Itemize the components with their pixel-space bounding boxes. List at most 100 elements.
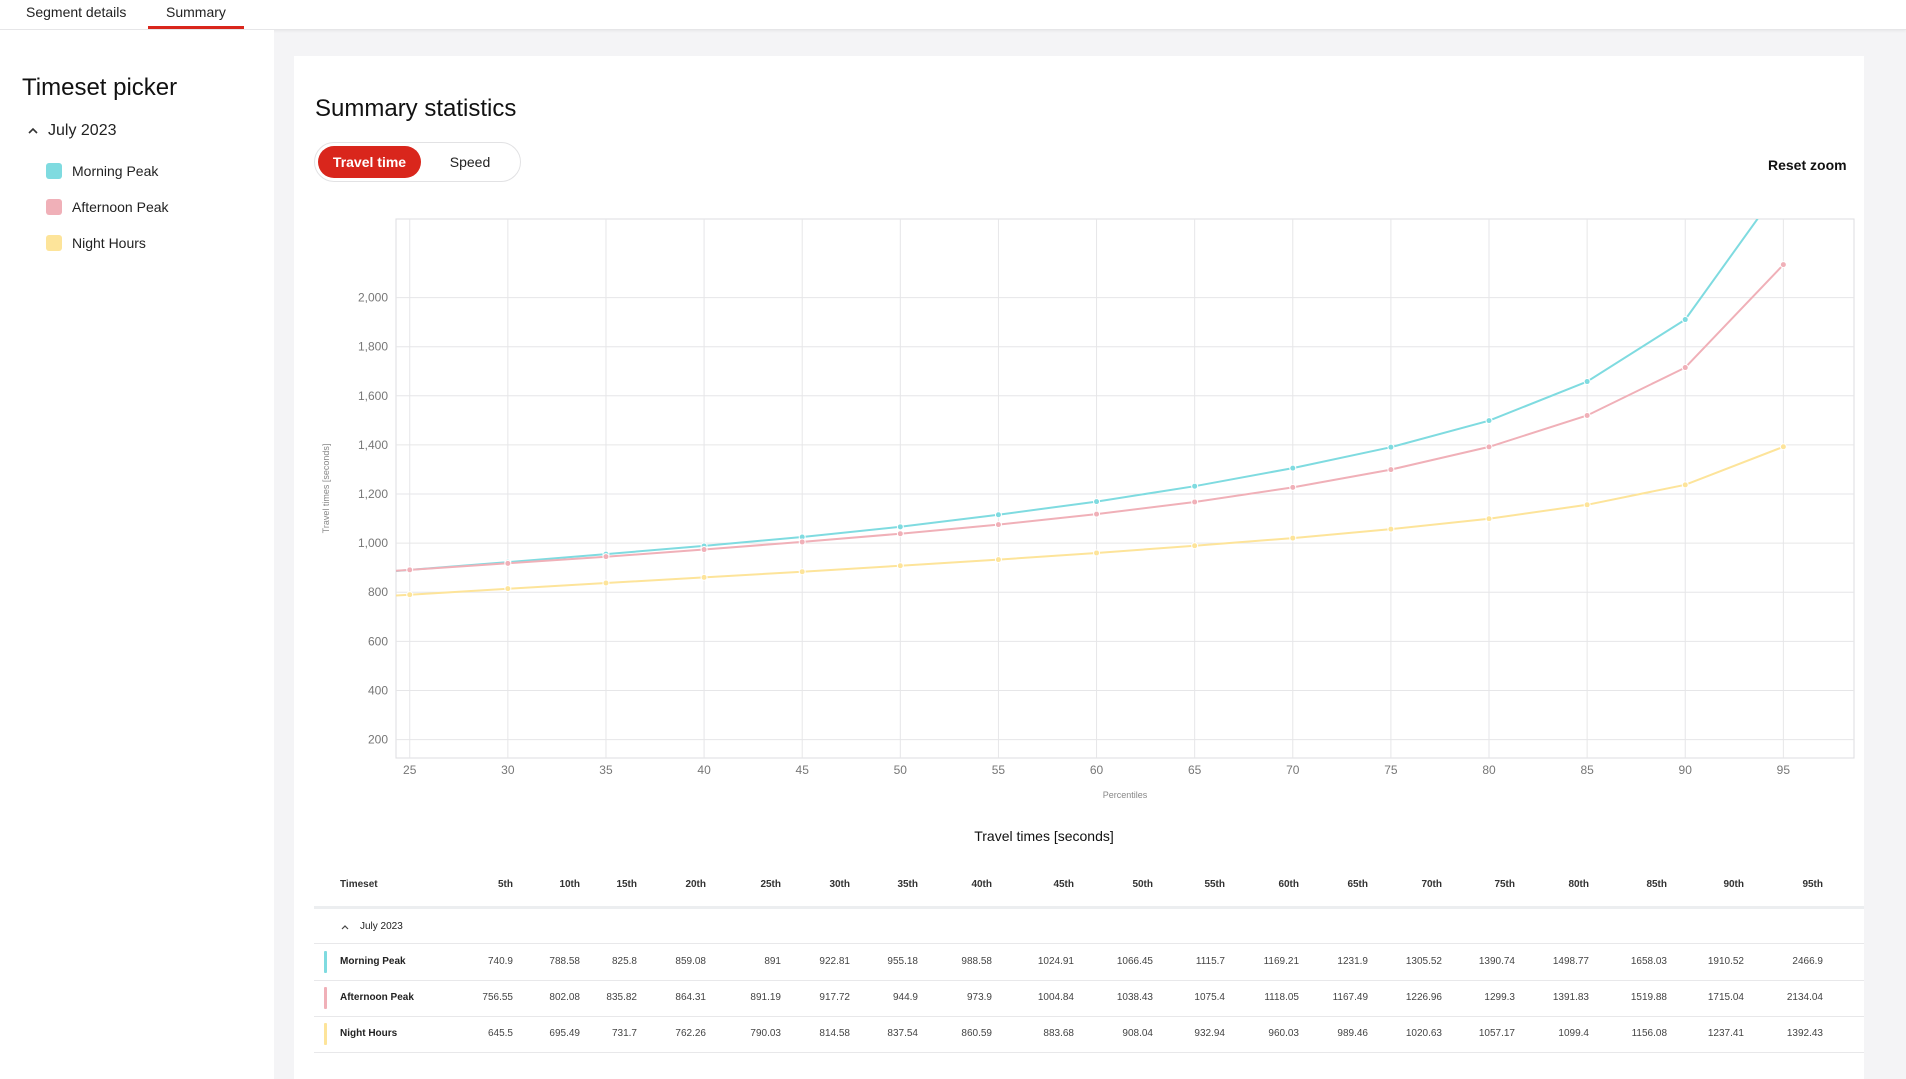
y-tick-label: 1,800 (358, 340, 388, 354)
data-point[interactable] (1681, 364, 1689, 372)
table-header-20th[interactable]: 20th (685, 879, 706, 890)
series-line-night-hours[interactable] (396, 445, 1784, 597)
data-point[interactable] (1387, 525, 1395, 533)
table-header-40th[interactable]: 40th (971, 879, 992, 890)
data-point[interactable] (1387, 466, 1395, 474)
table-header-55th[interactable]: 55th (1204, 879, 1225, 890)
x-tick-label: 70 (1286, 763, 1300, 777)
metric-toggle: Travel time Speed (314, 142, 521, 182)
table-title: Travel times [seconds] (974, 828, 1114, 844)
tab-summary[interactable]: Summary (148, 0, 244, 29)
data-point[interactable] (896, 530, 904, 538)
sidebar-title: Timeset picker (22, 74, 178, 101)
table-header-timeset: Timeset (340, 879, 378, 890)
table-cell: 1115.7 (1195, 956, 1225, 967)
timeset-item-morning-peak[interactable]: Morning Peak (46, 161, 158, 181)
data-point[interactable] (1093, 549, 1101, 557)
reset-zoom-button[interactable]: Reset zoom (1768, 157, 1847, 173)
timeset-item-label: Afternoon Peak (72, 199, 169, 215)
data-point[interactable] (504, 585, 512, 593)
data-point[interactable] (1779, 443, 1787, 451)
travel-time-toggle-button[interactable]: Travel time (318, 146, 421, 178)
data-point[interactable] (700, 546, 708, 554)
table-header-65th[interactable]: 65th (1347, 879, 1368, 890)
data-point[interactable] (1681, 481, 1689, 489)
data-point[interactable] (602, 553, 610, 561)
data-point[interactable] (1191, 498, 1199, 506)
table-header-80th[interactable]: 80th (1568, 879, 1589, 890)
data-point[interactable] (1093, 510, 1101, 518)
table-cell: 1038.43 (1116, 992, 1153, 1003)
data-point[interactable] (994, 556, 1002, 564)
data-point[interactable] (602, 579, 610, 587)
table-header-divider (314, 906, 1864, 909)
data-point[interactable] (1780, 180, 1786, 186)
swatch-afternoon-peak (46, 199, 62, 215)
table-cell: 1167.49 (1332, 992, 1368, 1003)
data-point[interactable] (798, 538, 806, 546)
table-header-50th[interactable]: 50th (1132, 879, 1153, 890)
speed-toggle-button[interactable]: Speed (449, 154, 491, 170)
table-header-85th[interactable]: 85th (1646, 879, 1667, 890)
data-point[interactable] (1191, 542, 1199, 550)
data-point[interactable] (1289, 534, 1297, 542)
data-point[interactable] (1583, 501, 1591, 509)
data-point[interactable] (1289, 464, 1297, 472)
table-header-90th[interactable]: 90th (1723, 879, 1744, 890)
series-line-morning-peak[interactable] (396, 183, 1783, 572)
tab-segment-details[interactable]: Segment details (26, 4, 127, 20)
table-cell: 1024.91 (1037, 956, 1074, 967)
timeset-group-toggle[interactable]: July 2023 (26, 120, 117, 142)
table-header-70th[interactable]: 70th (1421, 879, 1442, 890)
x-tick-label: 25 (403, 763, 417, 777)
table-header-35th[interactable]: 35th (897, 879, 918, 890)
table-header-45th[interactable]: 45th (1053, 879, 1074, 890)
table-header-15th[interactable]: 15th (616, 879, 637, 890)
table-header-5th[interactable]: 5th (498, 879, 513, 890)
table-header-95th[interactable]: 95th (1802, 879, 1823, 890)
x-tick-label: 45 (796, 763, 810, 777)
data-point[interactable] (1681, 316, 1689, 324)
x-tick-label: 90 (1679, 763, 1693, 777)
swatch-morning-peak (46, 163, 62, 179)
data-point[interactable] (700, 573, 708, 581)
data-point[interactable] (896, 562, 904, 570)
timeset-item-afternoon-peak[interactable]: Afternoon Peak (46, 197, 169, 217)
chevron-up-icon (28, 127, 38, 134)
data-point[interactable] (994, 511, 1002, 519)
swatch-night-hours (46, 235, 62, 251)
row-timeset-name: Night Hours (340, 1028, 398, 1039)
table-cell: 1237.41 (1707, 1028, 1744, 1039)
data-point[interactable] (1191, 482, 1199, 490)
table-header-10th[interactable]: 10th (559, 879, 580, 890)
table-cell: 1392.43 (1786, 1028, 1823, 1039)
data-point[interactable] (1485, 443, 1493, 451)
table-group-row[interactable]: July 2023 (314, 912, 1864, 944)
data-point[interactable] (406, 591, 414, 599)
y-tick-label: 2,000 (358, 291, 388, 305)
data-point[interactable] (1289, 483, 1297, 491)
table-cell: 2134.04 (1786, 992, 1823, 1003)
series-line-afternoon-peak[interactable] (396, 264, 1785, 572)
table-header-30th[interactable]: 30th (829, 879, 850, 890)
data-point[interactable] (896, 523, 904, 531)
data-point[interactable] (504, 559, 512, 567)
table-header-60th[interactable]: 60th (1278, 879, 1299, 890)
data-point[interactable] (994, 521, 1002, 529)
data-point[interactable] (798, 568, 806, 576)
percentile-line-chart[interactable]: 25 30 35 40 45 50 55 60 65 70 75 80 85 90 95 200 400 600 8… (294, 56, 1864, 826)
table-header-25th[interactable]: 25th (760, 879, 781, 890)
timeset-group-label: July 2023 (48, 122, 117, 139)
page-title: Summary statistics (315, 95, 517, 122)
data-point[interactable] (1093, 498, 1101, 506)
plot-area (395, 218, 1855, 759)
timeset-item-night-hours[interactable]: Night Hours (46, 233, 146, 253)
data-point[interactable] (1485, 515, 1493, 523)
data-point[interactable] (1583, 411, 1591, 419)
data-point[interactable] (1583, 378, 1591, 386)
table-header-75th[interactable]: 75th (1494, 879, 1515, 890)
data-point[interactable] (1485, 417, 1493, 425)
data-point[interactable] (1779, 261, 1787, 269)
data-point[interactable] (406, 566, 414, 574)
data-point[interactable] (1387, 443, 1395, 451)
